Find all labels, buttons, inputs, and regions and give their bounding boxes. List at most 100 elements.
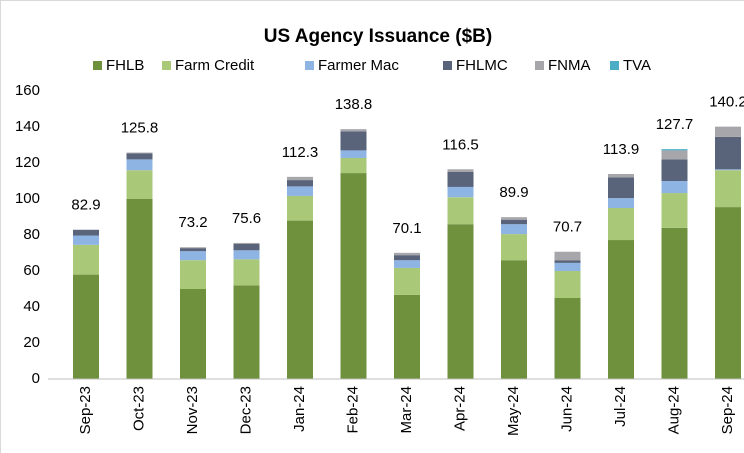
x-tick-label: Oct-23 bbox=[130, 386, 147, 431]
bar-segment bbox=[447, 186, 474, 198]
bar-segment bbox=[233, 285, 260, 379]
bar-segment bbox=[394, 255, 420, 261]
y-tick-label: 20 bbox=[23, 334, 40, 351]
bar-segment bbox=[180, 289, 206, 379]
bar-segment bbox=[126, 152, 153, 154]
x-tick-label: Feb-24 bbox=[344, 386, 361, 434]
total-label: 73.2 bbox=[178, 214, 207, 231]
chart-title: US Agency Issuance ($B) bbox=[264, 26, 492, 47]
bar-segment bbox=[180, 260, 206, 289]
bar-segment bbox=[447, 169, 474, 172]
x-tick-label: Jul-24 bbox=[612, 386, 629, 427]
total-label: 125.8 bbox=[121, 120, 159, 137]
legend-swatch bbox=[535, 61, 544, 70]
legend-label: FHLB bbox=[106, 57, 144, 74]
bar-segment bbox=[501, 224, 527, 235]
legend-swatch bbox=[610, 61, 619, 70]
bar-segment bbox=[233, 259, 260, 286]
bar-segment bbox=[340, 131, 367, 151]
bar-segment bbox=[126, 153, 153, 160]
bar-segment bbox=[180, 247, 206, 249]
x-tick-label: Jan-24 bbox=[291, 386, 308, 432]
bar-segment bbox=[340, 173, 367, 379]
bar-segment bbox=[287, 220, 313, 379]
bar-segment bbox=[554, 260, 581, 263]
bar-segment bbox=[73, 244, 99, 275]
bar-segment bbox=[554, 271, 581, 298]
legend-label: Farm Credit bbox=[175, 57, 255, 74]
total-label: 82.9 bbox=[71, 197, 100, 214]
y-tick-label: 120 bbox=[15, 154, 40, 171]
bar-segment bbox=[661, 149, 688, 151]
y-tick-label: 0 bbox=[32, 370, 40, 387]
total-label: 112.3 bbox=[282, 144, 318, 161]
bar-segment bbox=[554, 262, 581, 271]
bar-segment bbox=[447, 197, 474, 225]
bar-segment bbox=[661, 181, 688, 194]
bar-segment bbox=[501, 260, 527, 379]
bar-segment bbox=[715, 126, 741, 137]
bar-segment bbox=[715, 170, 741, 208]
x-tick-label: Apr-24 bbox=[451, 386, 468, 431]
y-tick-label: 140 bbox=[15, 118, 40, 135]
total-label: 127.7 bbox=[656, 116, 694, 133]
bar-segment bbox=[608, 240, 634, 379]
bar-segment bbox=[554, 251, 581, 261]
bar-segment bbox=[661, 150, 688, 160]
bar-segment bbox=[608, 173, 634, 178]
legend-swatch bbox=[93, 61, 102, 70]
x-tick-label: Jun-24 bbox=[558, 386, 575, 432]
bar-segment bbox=[233, 244, 260, 251]
bar-segment bbox=[608, 177, 634, 199]
bar-segment bbox=[501, 234, 527, 261]
bar-segment bbox=[287, 186, 313, 196]
total-label: 138.8 bbox=[335, 96, 373, 113]
bar-segment bbox=[126, 170, 153, 199]
bar-segment bbox=[447, 172, 474, 187]
bar-segment bbox=[340, 150, 367, 158]
bar-segment bbox=[340, 129, 367, 132]
y-tick-label: 60 bbox=[23, 262, 40, 279]
legend-label: Farmer Mac bbox=[318, 57, 399, 74]
bar-segment bbox=[661, 159, 688, 181]
legend-swatch bbox=[305, 61, 314, 70]
bar-segment bbox=[233, 250, 260, 260]
bar-segment bbox=[608, 208, 634, 241]
bar-segment bbox=[501, 217, 527, 220]
legend-label: FNMA bbox=[548, 57, 591, 74]
bar-segment bbox=[287, 180, 313, 187]
legend-label: FHLMC bbox=[456, 57, 508, 74]
x-tick-label: Sep-23 bbox=[77, 386, 94, 434]
x-tick-label: Dec-23 bbox=[237, 386, 254, 434]
total-label: 116.5 bbox=[442, 136, 478, 153]
bar-segment bbox=[715, 169, 741, 171]
legend-swatch bbox=[162, 61, 171, 70]
bar-segment bbox=[715, 207, 741, 379]
bar-segment bbox=[554, 298, 581, 379]
bar-segment bbox=[340, 157, 367, 174]
x-tick-label: May-24 bbox=[505, 386, 522, 436]
bar-segment bbox=[126, 159, 153, 171]
bar-segment bbox=[394, 294, 420, 379]
bar-segment bbox=[180, 251, 206, 261]
x-tick-label: Mar-24 bbox=[398, 386, 415, 434]
y-tick-label: 160 bbox=[15, 82, 40, 99]
total-label: 70.1 bbox=[392, 220, 421, 237]
x-tick-label: Aug-24 bbox=[665, 386, 682, 434]
bar-segment bbox=[447, 224, 474, 379]
bar-segment bbox=[394, 260, 420, 268]
x-tick-label: Sep-24 bbox=[719, 386, 736, 434]
y-tick-label: 40 bbox=[23, 298, 40, 315]
bar-segment bbox=[394, 252, 420, 256]
bar-segment bbox=[73, 229, 99, 236]
total-label: 75.6 bbox=[232, 210, 261, 227]
bar-segment bbox=[501, 219, 527, 225]
total-label: 140.2 bbox=[709, 94, 744, 111]
bar-segment bbox=[126, 199, 153, 379]
legend-swatch bbox=[443, 61, 452, 70]
x-tick-label: Nov-23 bbox=[184, 386, 201, 434]
bar-segment bbox=[715, 136, 741, 170]
total-label: 70.7 bbox=[553, 219, 582, 236]
